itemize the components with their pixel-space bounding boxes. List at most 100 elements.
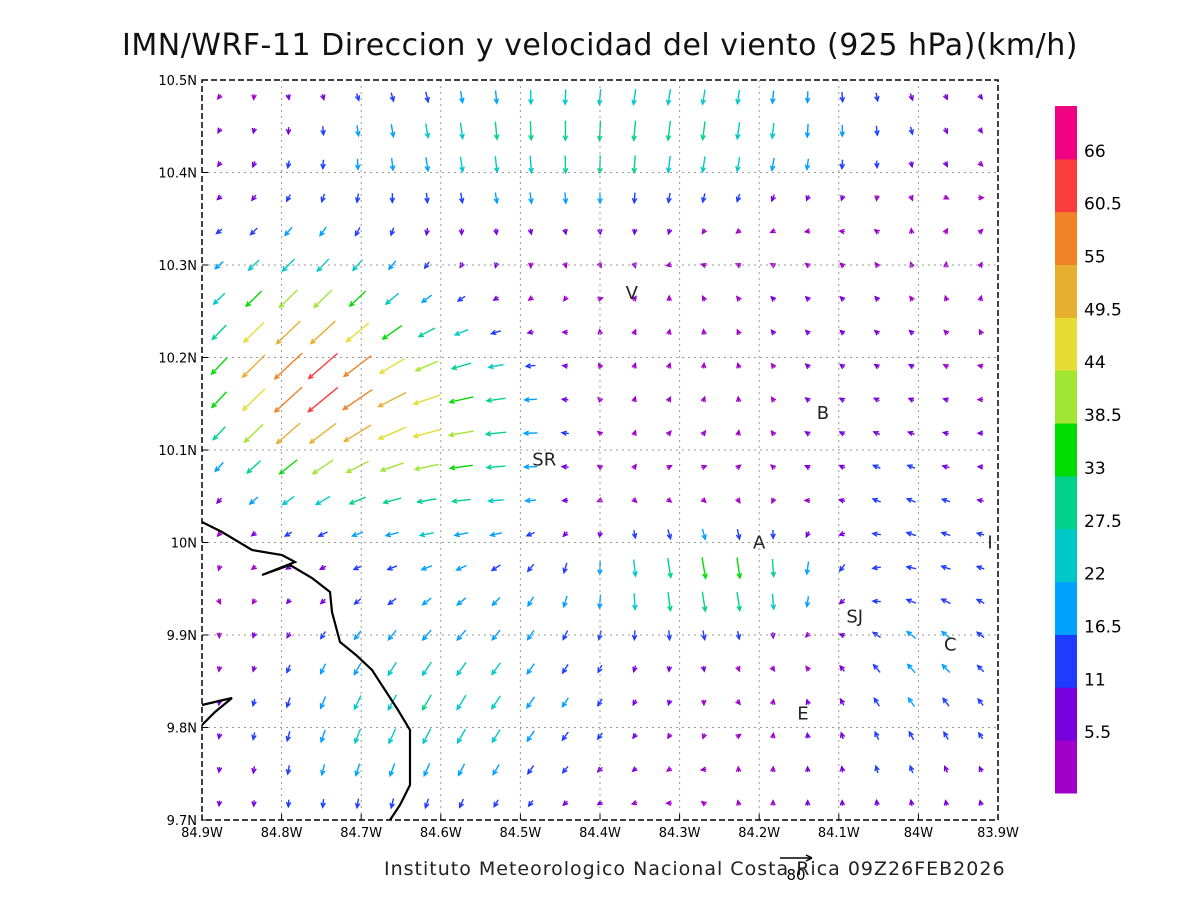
- wind-vector: [421, 661, 432, 677]
- wind-vector: [273, 386, 303, 414]
- lon-tick-label: 84.2W: [738, 826, 780, 841]
- wind-vector: [632, 593, 638, 611]
- wind-vector: [667, 699, 673, 707]
- wind-vector: [285, 664, 292, 674]
- wind-vector: [735, 765, 742, 773]
- wind-vector: [977, 697, 984, 706]
- wind-vector: [907, 363, 915, 370]
- wind-vector: [459, 156, 465, 174]
- colorbar-label: 5.5: [1084, 723, 1111, 743]
- wind-vector: [873, 363, 880, 370]
- wind-vector: [309, 320, 336, 345]
- wind-vector: [804, 631, 811, 639]
- wind-vector: [455, 564, 467, 571]
- wind-vector: [838, 431, 845, 437]
- wind-vector: [874, 798, 880, 807]
- wind-vector: [700, 666, 707, 673]
- wind-vector: [701, 228, 708, 235]
- wind-vector: [700, 395, 706, 403]
- wind-vector: [562, 120, 569, 142]
- place-label: V: [626, 283, 639, 304]
- wind-vector: [285, 94, 292, 101]
- wind-vector: [493, 90, 500, 105]
- wind-vector: [350, 531, 364, 538]
- colorbar-label: 60.5: [1084, 195, 1122, 215]
- wind-vector: [909, 295, 915, 302]
- colorbar-segment: [1055, 317, 1077, 371]
- wind-vector: [422, 728, 432, 745]
- wind-vector: [631, 361, 637, 369]
- wind-vector: [940, 598, 951, 605]
- wind-vector: [975, 565, 985, 571]
- wind-vector: [526, 765, 535, 775]
- wind-vector: [561, 765, 569, 774]
- wind-vector: [839, 664, 845, 672]
- wind-vector: [907, 397, 915, 403]
- lon-axis: 84.9W 84.8W 84.7W 84.6W 84.5W 84.4W 84.3W 84.2W…: [181, 814, 1019, 841]
- colorbar-label: 38.5: [1084, 406, 1122, 426]
- wind-vector: [562, 630, 569, 641]
- wind-vector: [770, 765, 776, 773]
- wind-vector: [769, 157, 776, 172]
- wind-vector: [353, 695, 362, 711]
- wind-vector: [424, 192, 430, 205]
- wind-vector: [241, 388, 266, 412]
- wind-vector: [770, 295, 777, 302]
- footer-credit: Instituto Meteorologico Nacional Costa R…: [384, 858, 1006, 880]
- lon-tick-label: 84.7W: [340, 826, 382, 841]
- wind-vector: [251, 766, 257, 775]
- wind-vector: [804, 363, 811, 370]
- wind-vector: [905, 497, 916, 503]
- wind-vector: [522, 464, 538, 470]
- wind-vector: [354, 158, 361, 171]
- wind-vector: [381, 325, 403, 340]
- wind-vector: [908, 227, 915, 234]
- lon-tick-label: 84.4W: [579, 826, 621, 841]
- wind-vector: [735, 157, 741, 173]
- wind-vector: [735, 733, 742, 740]
- wind-vector: [874, 92, 880, 103]
- wind-vector: [804, 430, 811, 437]
- wind-vectors: [210, 89, 985, 810]
- wind-vector: [769, 698, 776, 705]
- wind-vector: [345, 460, 369, 474]
- wind-vector: [906, 663, 916, 674]
- wind-vector: [874, 764, 880, 774]
- wind-vector: [524, 363, 536, 369]
- wind-vector: [210, 391, 228, 409]
- wind-vector: [631, 228, 638, 236]
- colorbar-segment: [1055, 528, 1077, 583]
- wind-vector: [526, 630, 535, 641]
- wind-vector: [528, 192, 534, 205]
- wind-vector: [217, 127, 223, 135]
- wind-vector: [489, 531, 502, 538]
- wind-vector: [770, 396, 777, 403]
- wind-vector: [214, 260, 224, 270]
- wind-vector: [562, 531, 569, 538]
- wind-vector: [908, 329, 915, 336]
- place-label: SR: [532, 449, 556, 470]
- wind-vector: [596, 766, 603, 773]
- wind-vector: [631, 89, 637, 107]
- wind-vector: [943, 329, 950, 336]
- wind-vector: [976, 396, 984, 403]
- map-title: IMN/WRF-11 Direccion y velocidad del vie…: [122, 28, 1078, 63]
- wind-vector: [251, 632, 258, 639]
- wind-vector: [283, 226, 293, 237]
- wind-vector: [632, 732, 638, 740]
- wind-vector: [700, 497, 707, 504]
- wind-vector: [562, 192, 569, 205]
- wind-vector: [487, 363, 504, 370]
- wind-vector: [839, 697, 846, 706]
- grid-lines: [202, 80, 998, 820]
- wind-vector: [839, 124, 846, 138]
- wind-vector: [245, 290, 263, 308]
- wind-vector: [632, 665, 638, 674]
- wind-vector: [250, 194, 257, 202]
- wind-vector: [735, 630, 742, 641]
- wind-vector: [561, 363, 568, 369]
- wind-vector: [384, 531, 399, 538]
- wind-vector: [908, 195, 914, 202]
- colorbar-segment: [1055, 264, 1077, 318]
